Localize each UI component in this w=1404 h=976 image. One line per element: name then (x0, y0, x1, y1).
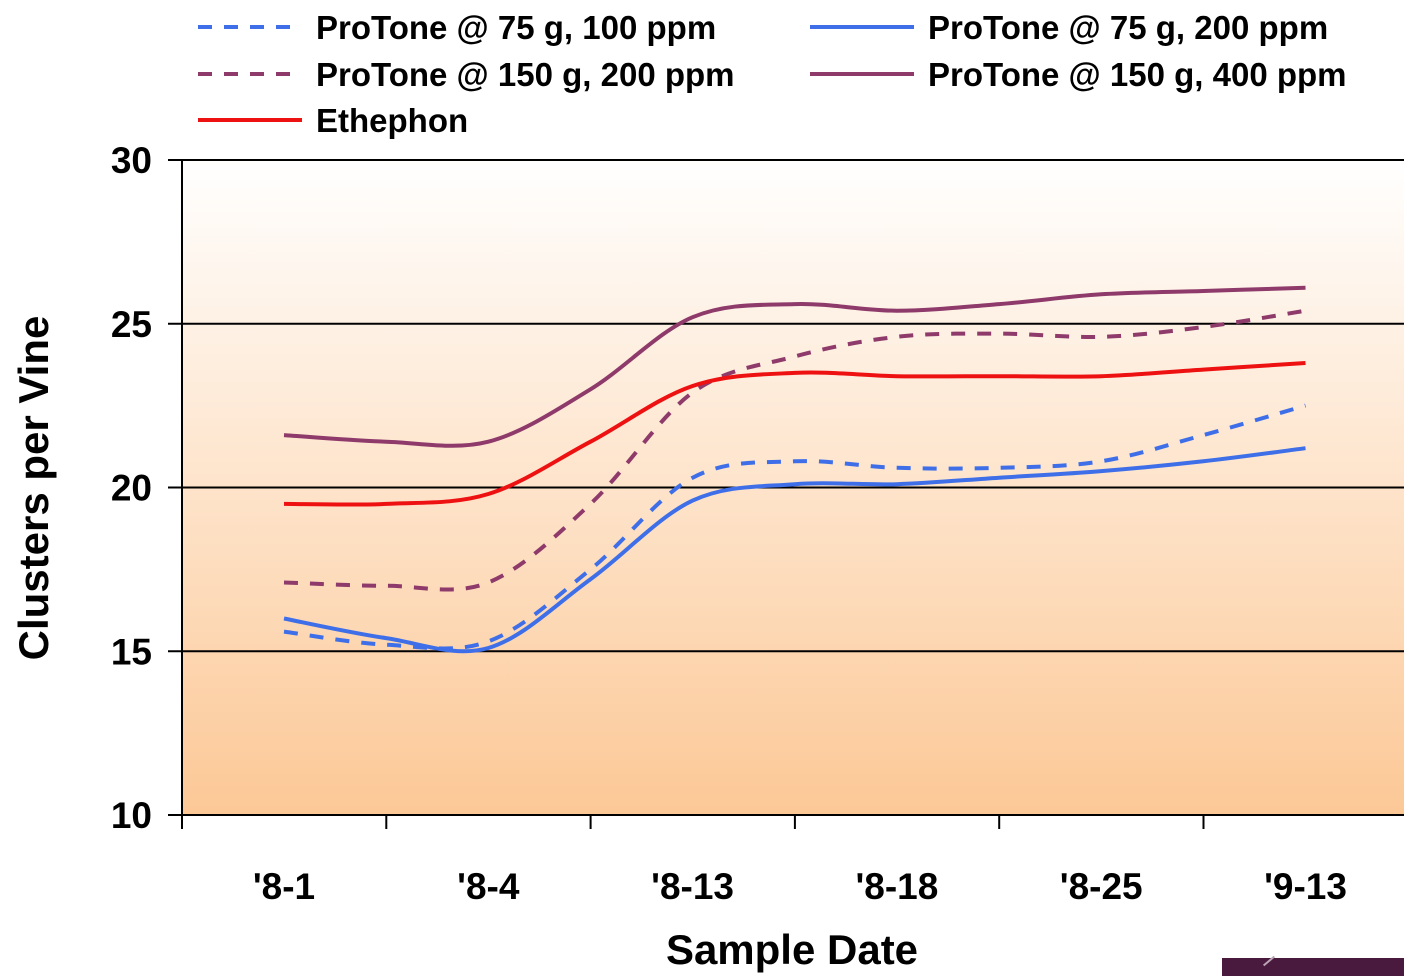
series-line-1 (283, 403, 1307, 651)
series-line-2 (283, 446, 1306, 654)
x-tick-label: '8-13 (651, 866, 734, 907)
x-axis-title: Sample Date (666, 926, 918, 973)
y-tick-label: 25 (111, 304, 152, 345)
y-axis-title: Clusters per Vine (10, 316, 57, 661)
logo-mark (1222, 958, 1404, 976)
x-tick-label: '9-13 (1264, 866, 1347, 907)
legend-label-5: Ethephon (316, 102, 468, 139)
y-tick-label: 20 (111, 468, 152, 509)
legend-label-1: ProTone @ 75 g, 100 ppm (316, 9, 716, 46)
x-tick-label: '8-18 (855, 866, 938, 907)
legend-label-3: ProTone @ 150 g, 200 ppm (316, 56, 735, 93)
x-tick-label: '8-1 (253, 866, 315, 907)
y-tick-label: 10 (111, 795, 152, 836)
legend-label-4: ProTone @ 150 g, 400 ppm (928, 56, 1347, 93)
y-tick-label: 30 (111, 140, 152, 181)
series-line-5 (283, 361, 1306, 507)
legend-label-2: ProTone @ 75 g, 200 ppm (928, 9, 1328, 46)
x-tick-label: '8-4 (457, 866, 520, 907)
series-line-4 (283, 285, 1306, 448)
x-tick-label: '8-25 (1060, 866, 1143, 907)
y-tick-label: 15 (111, 631, 152, 672)
